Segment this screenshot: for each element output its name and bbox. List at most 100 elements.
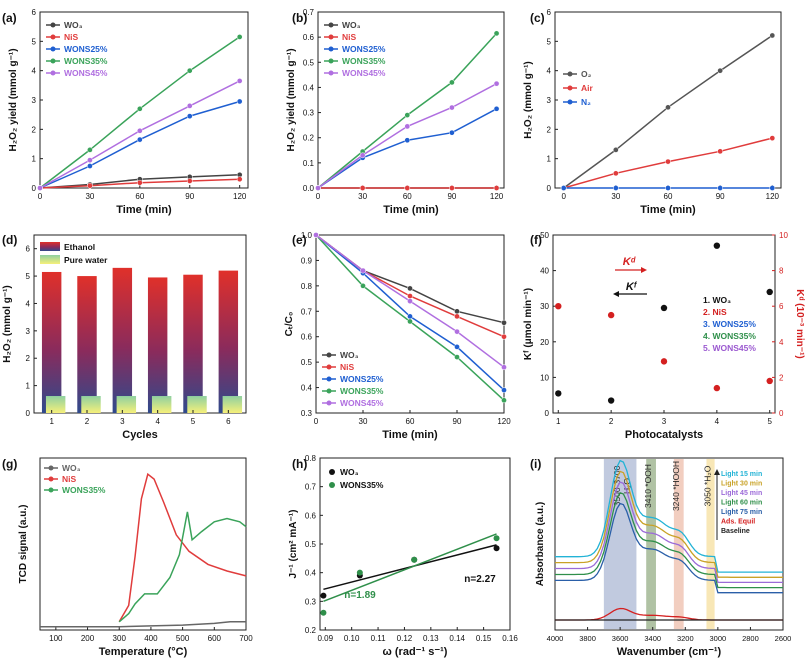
x-tick-label: 60 <box>406 417 415 426</box>
spectrum-line-0 <box>555 459 783 573</box>
y-tick-label: 50 <box>540 231 549 240</box>
data-point <box>449 129 455 136</box>
x-axis-label: Time (min) <box>383 204 439 216</box>
legend-entry: Air <box>581 83 594 93</box>
y-tick-label: 0.6 <box>301 333 313 342</box>
bar-ethanol <box>218 270 239 413</box>
data-point <box>454 354 460 360</box>
data-point <box>454 308 460 315</box>
y-tick-label: 0.2 <box>305 626 317 635</box>
y-tick-label: 20 <box>540 338 549 347</box>
x-tick-label: 0.13 <box>423 634 439 643</box>
panel-i: (i) 3500-3700 H₂O 3410 *OOH 3240 *HOOH 3050 *… <box>530 457 791 658</box>
panel-f: (f)1 2 3 4 5010203040500246810Photocatalysts… <box>523 231 805 441</box>
legend-swatch <box>40 242 60 251</box>
x-tick-label: 2 <box>609 417 614 426</box>
legend-marker <box>567 85 573 91</box>
catalyst-label: 4. WONS35% <box>703 331 756 341</box>
legend-swatch <box>40 255 60 264</box>
x-tick-label: 0.10 <box>344 634 360 643</box>
series-line-0 <box>563 34 773 189</box>
legend-entry: WONS45% <box>64 68 108 78</box>
x-tick-label: 60 <box>664 192 673 201</box>
legend-marker <box>50 70 56 76</box>
y-tick-label: 0.8 <box>301 282 313 291</box>
legend-entry: NiS <box>342 32 357 42</box>
x-tick-label: 120 <box>497 417 511 426</box>
legend-marker <box>567 71 573 77</box>
x-tick-label: 200 <box>81 634 95 643</box>
data-point <box>449 104 455 111</box>
y-tick-label: 0 <box>547 184 552 193</box>
legend-marker <box>567 99 573 105</box>
legend-entry: WONS25% <box>64 44 108 54</box>
panel-letter: (b) <box>292 11 307 25</box>
x-tick-label: 90 <box>716 192 725 201</box>
bar-ethanol <box>112 267 133 413</box>
legend-entry: WO₃ <box>342 20 361 30</box>
legend-entry: Ethanol <box>64 242 95 252</box>
data-point-kf <box>713 242 721 249</box>
data-point-kd <box>555 303 562 310</box>
data-point <box>404 112 411 118</box>
x-tick-label: 30 <box>85 192 94 201</box>
panel-letter: (h) <box>292 457 307 471</box>
y-tick-label: 5 <box>32 37 37 46</box>
legend-marker <box>328 70 334 76</box>
data-point <box>359 152 366 159</box>
panel-axes-frame <box>39 457 247 631</box>
panel-e: (e) 0 30 60 90 120 0.3 0.4 0.5 0.6 0.7 0.8 0.9 1.0 Tim… <box>284 231 511 441</box>
y-tick-label: 30 <box>540 302 549 311</box>
x-tick-label: 1 <box>49 417 54 426</box>
x-tick-label: 3000 <box>710 634 727 643</box>
legend-marker <box>328 34 334 40</box>
legend-marker <box>328 46 334 52</box>
x-tick-label: 5 <box>767 417 772 426</box>
panel-axes-frame <box>554 457 784 631</box>
data-point <box>454 328 460 335</box>
x-tick-label: 1 <box>556 417 561 426</box>
x-tick-label: 0 <box>561 192 566 201</box>
x-tick-label: 500 <box>176 634 190 643</box>
y-tick-label: 0.7 <box>303 8 315 17</box>
series-line-0 <box>315 234 505 324</box>
data-point-kf <box>766 288 773 296</box>
data-point <box>87 157 93 163</box>
x-tick-label: 120 <box>490 192 504 201</box>
y-axis-label: Absorbance (a.u.) <box>535 502 546 586</box>
data-point <box>769 32 776 39</box>
data-point <box>612 185 619 191</box>
legend-entry: NiS <box>64 32 79 42</box>
x-tick-label: 2600 <box>775 634 792 643</box>
legend-entry: Baseline <box>721 528 750 535</box>
data-point <box>236 34 243 40</box>
data-point-kd <box>766 377 773 385</box>
x-tick-label: 30 <box>611 192 620 201</box>
legend-entry: O₂ <box>581 69 592 79</box>
x-axis-label: Time (min) <box>116 204 172 216</box>
legend-entry: WONS25% <box>340 374 384 384</box>
x-tick-label: 0.09 <box>317 634 333 643</box>
legend-entry: WO₃ <box>62 463 81 473</box>
bar-ethanol <box>183 274 203 413</box>
data-point <box>449 185 455 191</box>
panel-letter: (g) <box>2 457 17 471</box>
legend-entry: Light 45 min <box>721 490 762 497</box>
panel-letter: (e) <box>292 233 307 247</box>
legend-marker <box>326 352 332 358</box>
band-label2: H₂O <box>622 478 632 494</box>
x-tick-label: 90 <box>453 417 462 426</box>
y-tick-label: 0.5 <box>303 58 315 67</box>
x-tick-label: 0 <box>38 192 43 201</box>
data-point <box>37 185 43 191</box>
x-tick-label: 30 <box>359 417 368 426</box>
y-tick-label: 0.7 <box>305 483 317 492</box>
catalyst-label: 1. WO₃ <box>703 295 731 305</box>
panel-b: (b) 0 30 60 90 120 0.0 0.1 0.2 0.3 0.4 0.5 0.6 0.7 Tim… <box>286 8 505 216</box>
panel-g: (g) 100 200 300 400 500 600 700 Temperature (°C)… <box>2 457 253 658</box>
legend-entry: WONS35% <box>342 56 386 66</box>
panel-letter: (a) <box>2 11 17 25</box>
x-tick-label: 0.15 <box>476 634 492 643</box>
legend-marker <box>50 22 56 28</box>
